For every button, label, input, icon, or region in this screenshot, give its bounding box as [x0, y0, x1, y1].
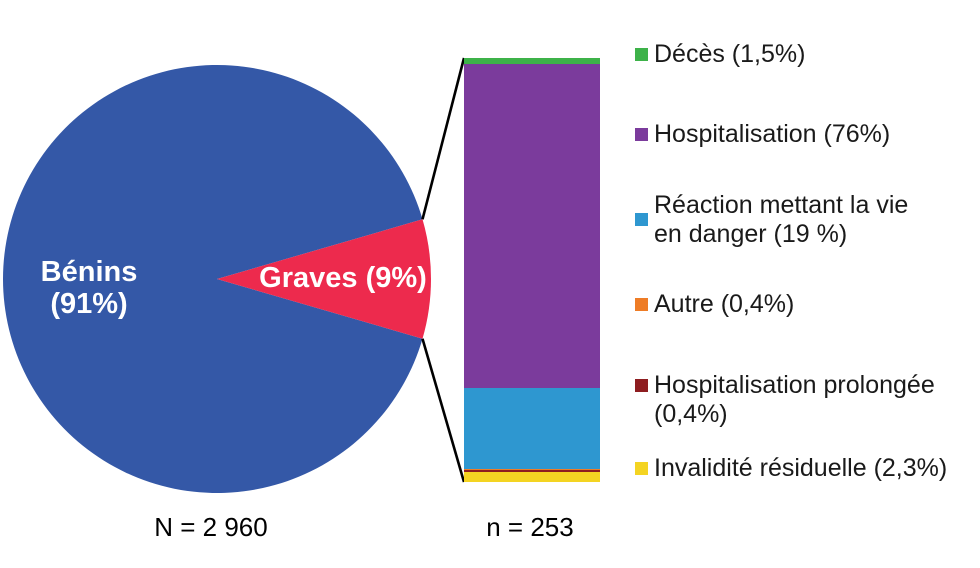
bar-segment-1	[464, 64, 600, 388]
legend-swatch-icon	[635, 379, 648, 392]
legend-label: Invalidité résiduelle (2,3%)	[654, 454, 948, 482]
legend-label: Hospitalisation prolongée (0,4%)	[654, 371, 935, 428]
legend-item-3: Autre (0,4%)	[635, 290, 794, 319]
bar-segment-2	[464, 387, 600, 469]
legend-label: Hospitalisation (76%)	[654, 120, 891, 148]
legend-label: Réaction mettant la vie en danger (19 %)	[654, 191, 909, 248]
bar-count-label: n = 253	[486, 512, 574, 542]
stacked-bar	[464, 58, 600, 482]
bar-segment-0	[464, 58, 600, 65]
legend-label: Autre (0,4%)	[654, 290, 795, 318]
legend-swatch-icon	[635, 298, 648, 311]
pie-slice-graves	[217, 219, 431, 339]
legend-item-4: Hospitalisation prolongée (0,4%)	[635, 371, 935, 429]
legend-item-5: Invalidité résiduelle (2,3%)	[635, 454, 947, 483]
legend-swatch-icon	[635, 213, 648, 226]
connector-line-top	[421, 57, 466, 220]
legend-item-2: Réaction mettant la vie en danger (19 %)	[635, 191, 908, 249]
legend-swatch-icon	[635, 462, 648, 475]
pie-label-graves: Graves (9%)	[259, 262, 427, 294]
legend-swatch-icon	[635, 128, 648, 141]
pie-slice-benins	[2, 64, 423, 494]
bar-segment-3	[464, 468, 600, 471]
legend-label: Décès (1,5%)	[654, 40, 806, 68]
legend-item-1: Hospitalisation (76%)	[635, 120, 890, 149]
bar-segment-5	[464, 472, 600, 482]
pie-label-benins: Bénins (91%)	[40, 256, 138, 320]
bar-segment-4	[464, 470, 600, 473]
legend-item-0: Décès (1,5%)	[635, 40, 805, 69]
pie-count-label: N = 2 960	[154, 512, 268, 542]
legend-swatch-icon	[635, 48, 648, 61]
connector-line-bottom	[421, 338, 466, 483]
